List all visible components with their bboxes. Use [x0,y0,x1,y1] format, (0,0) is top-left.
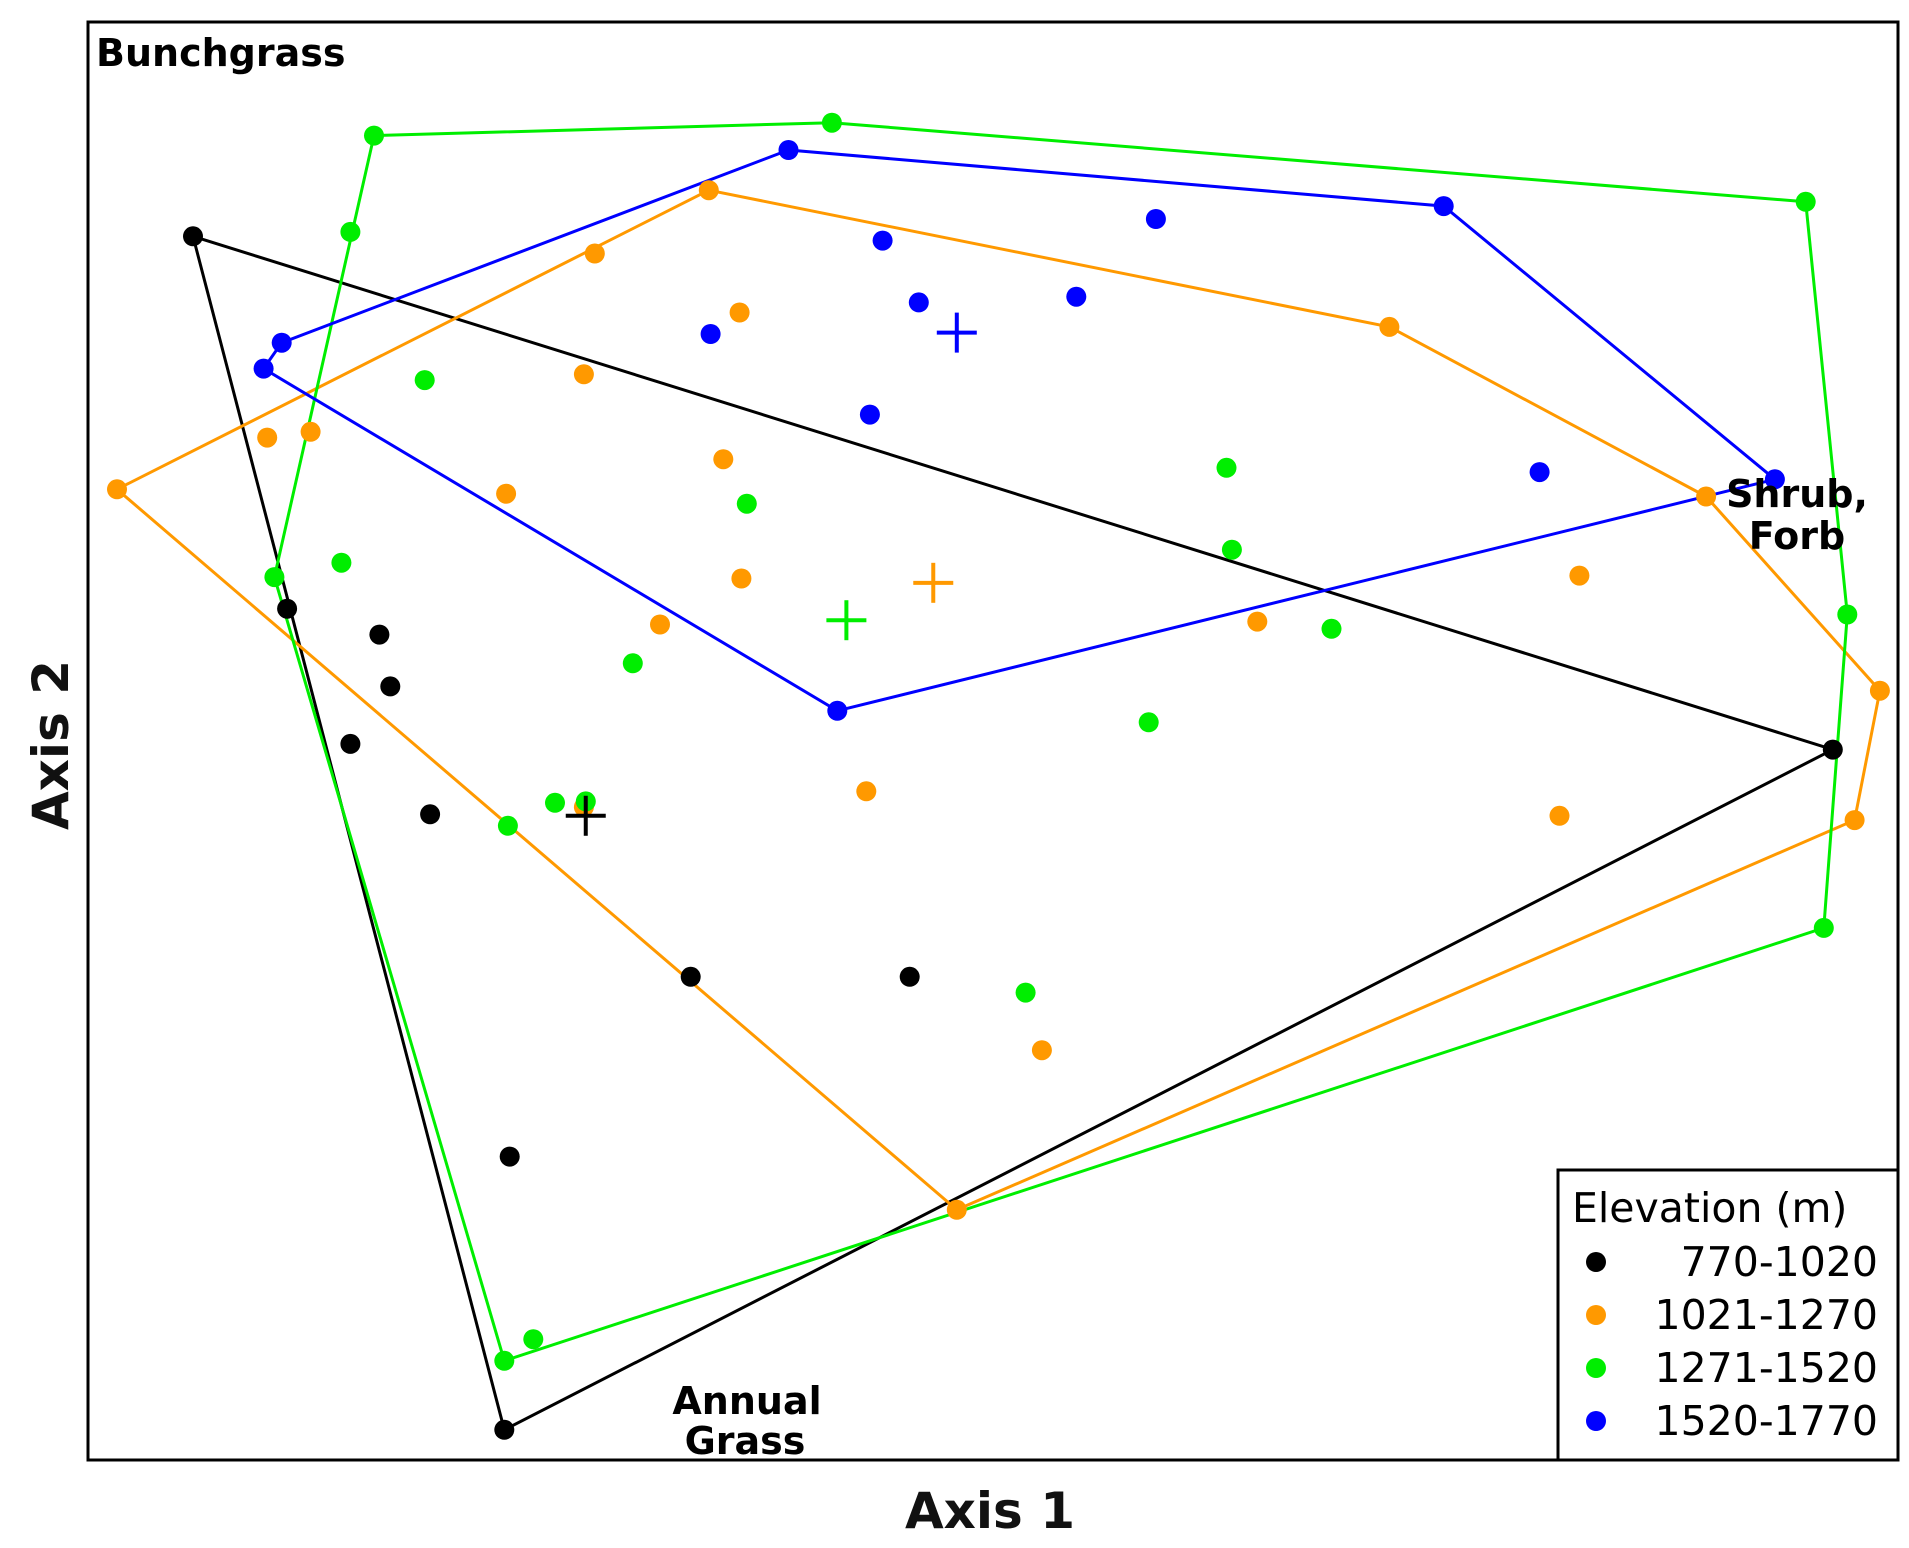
legend-marker-1271-1520 [1586,1358,1606,1378]
point-1021-1270-3 [496,483,517,504]
point-770-1020-7 [899,966,920,987]
point-770-1020-0 [183,226,203,247]
point-1271-1520-15 [497,815,518,836]
point-1271-1520-2 [1795,191,1816,212]
point-770-1020-3 [380,676,401,697]
point-770-1020-1 [277,598,298,619]
bunchgrass-label: Bunchgrass [96,31,345,75]
point-1271-1520-0 [364,125,384,146]
legend-marker-1520-1770 [1586,1411,1606,1431]
point-1271-1520-1 [821,112,842,133]
point-1271-1520-5 [736,493,757,514]
point-1271-1520-20 [1813,917,1834,938]
point-770-1020-9 [494,1419,515,1440]
point-1271-1520-8 [1321,618,1342,639]
point-1520-1770-3 [872,230,893,251]
point-770-1020-10 [1822,739,1843,760]
point-1520-1770-5 [700,324,721,344]
point-1021-1270-21 [1549,805,1570,826]
point-1021-1270-9 [731,568,752,589]
point-1271-1520-17 [523,1329,544,1350]
centroid-770-1020 [565,795,606,836]
legend-marker-770-1020 [1586,1252,1606,1272]
centroid-1271-1520 [826,600,867,641]
point-1520-1770-7 [859,404,880,425]
point-1021-1270-17 [1696,486,1717,507]
point-1021-1270-0 [107,479,127,500]
point-1021-1270-20 [1844,810,1865,831]
point-1021-1270-18 [1379,316,1400,337]
shrub-forb-label-line1: Shrub, [1726,472,1868,516]
point-1520-1770-0 [778,140,799,160]
legend-label-770-1020: 770-1020 [1681,1238,1878,1286]
point-1271-1520-16 [1015,982,1036,1003]
point-1021-1270-13 [1031,1040,1052,1061]
point-1271-1520-11 [331,552,352,573]
point-1520-1770-8 [1529,462,1550,483]
point-1520-1770-1 [1145,209,1166,229]
point-1520-1770-10 [271,332,292,353]
point-770-1020-8 [499,1146,520,1167]
annual-grass-label-line2: Grass [685,1419,806,1463]
point-1520-1770-2 [1433,196,1454,217]
legend-label-1271-1520: 1271-1520 [1655,1344,1878,1392]
legend-title: Elevation (m) [1572,1184,1847,1232]
point-1021-1270-4 [573,364,594,385]
point-1021-1270-6 [698,180,719,201]
point-1271-1520-18 [494,1350,515,1371]
point-1021-1270-5 [584,243,605,264]
point-1021-1270-10 [650,614,670,635]
centroid-layer [565,312,977,836]
centroid-1021-1270 [913,562,954,603]
point-1021-1270-16 [1569,565,1590,586]
point-770-1020-4 [340,733,361,754]
point-1271-1520-10 [622,653,643,674]
point-1271-1520-9 [1138,712,1159,733]
point-1021-1270-1 [257,427,278,448]
hull-1271-1520 [272,121,1849,1363]
point-1520-1770-11 [253,358,274,379]
point-1271-1520-4 [414,370,435,391]
legend-label-1520-1770: 1520-1770 [1655,1397,1878,1445]
legend-items: 770-1020 1021-1270 1271-1520 1520-1770 [1586,1238,1878,1445]
centroid-1520-1770 [936,312,977,353]
legend: Elevation (m) 770-1020 1021-1270 1271-1520… [1556,1168,1900,1462]
legend-box [1556,1168,1900,1462]
annual-grass-label-line1: Annual [672,1379,821,1423]
point-770-1020-6 [680,966,701,987]
shrub-forb-label-line2: Forb [1749,514,1845,558]
point-layer [107,112,1890,1440]
point-1021-1270-8 [713,449,734,470]
point-770-1020-2 [369,624,390,645]
legend-marker-1021-1270 [1586,1305,1606,1325]
point-1271-1520-13 [545,792,565,813]
point-1021-1270-19 [1869,680,1890,701]
point-1271-1520-12 [264,567,285,588]
point-1271-1520-7 [1221,539,1242,560]
point-1021-1270-12 [856,781,877,802]
x-axis-title: Axis 1 [905,1482,1075,1540]
point-1520-1770-9 [1764,469,1785,490]
point-1021-1270-14 [946,1199,967,1220]
point-1271-1520-6 [1216,457,1237,478]
legend-label-1021-1270: 1021-1270 [1655,1291,1878,1339]
point-1271-1520-19 [1837,604,1858,625]
hull-1021-1270 [114,188,1882,1212]
point-1271-1520-3 [340,221,361,242]
y-axis-title: Axis 2 [22,660,80,830]
point-1021-1270-2 [300,421,321,442]
point-1520-1770-6 [1066,286,1087,307]
point-1021-1270-7 [729,302,750,323]
point-1520-1770-4 [908,292,929,313]
point-770-1020-5 [420,804,441,825]
point-1520-1770-12 [827,700,848,721]
point-1021-1270-15 [1247,611,1268,632]
